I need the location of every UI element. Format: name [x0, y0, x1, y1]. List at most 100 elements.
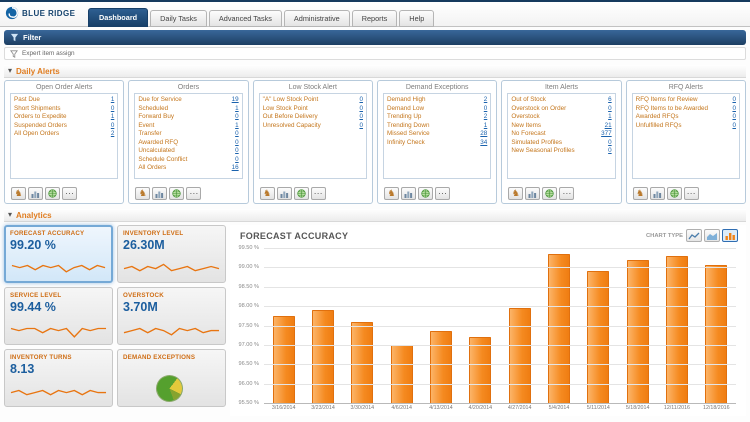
alert-count-link[interactable]: 1	[483, 121, 488, 129]
alert-count-link[interactable]: 0	[235, 147, 239, 154]
panel-button-globe-icon[interactable]	[417, 187, 433, 200]
bar-slot	[618, 248, 657, 403]
chart-type-button-area-chart-icon[interactable]	[704, 229, 720, 242]
panel-button-more-icon[interactable]: ⋯	[434, 187, 450, 200]
panel-button-globe-icon[interactable]	[666, 187, 682, 200]
alert-count-link[interactable]: 0	[483, 104, 488, 112]
panel-button-globe-icon[interactable]	[293, 187, 309, 200]
alert-count-link[interactable]: 1	[110, 113, 115, 120]
alert-count-link[interactable]: 0	[110, 121, 115, 129]
tab-daily-tasks[interactable]: Daily Tasks	[150, 10, 207, 27]
alert-count-link[interactable]: 19	[231, 96, 239, 103]
analysis-chart-icon	[155, 191, 164, 198]
panel-button-more-icon[interactable]: ⋯	[683, 187, 699, 200]
alert-count-link[interactable]: 0	[608, 104, 612, 112]
tab-dashboard[interactable]: Dashboard	[88, 8, 149, 27]
alert-row: Overstock on Order 0	[511, 105, 611, 114]
x-tick-label: 4/13/2014	[429, 405, 453, 411]
panel-button-analysis-chart-icon[interactable]	[400, 187, 416, 200]
alert-label: Out of Stock	[511, 96, 546, 103]
alert-row: Event 1	[138, 122, 238, 131]
alert-count-link[interactable]: 1	[608, 113, 612, 120]
alert-count-link[interactable]: 2	[483, 96, 488, 103]
analytics-header[interactable]: ▾ Analytics	[4, 209, 746, 222]
kpi-tile-service-level[interactable]: SERVICE LEVEL 99.44 %	[4, 287, 113, 345]
alert-count-link[interactable]: 0	[732, 96, 736, 103]
alert-count-link[interactable]: 0	[732, 104, 736, 112]
tab-reports[interactable]: Reports	[351, 10, 398, 27]
alert-count-link[interactable]: 0	[235, 130, 239, 137]
chart-type-button-bar-chart-icon[interactable]	[722, 229, 738, 242]
panel-button-analysis-chart-icon[interactable]	[525, 187, 541, 200]
daily-alerts-header[interactable]: ▾ Daily Alerts	[4, 65, 746, 78]
alert-count-link[interactable]: 1	[235, 104, 239, 112]
alert-count-link[interactable]: 0	[235, 113, 239, 120]
alert-count-link[interactable]: 0	[110, 104, 115, 112]
logo-swirl-icon	[5, 6, 19, 20]
panel-button-analysis-chart-icon[interactable]	[276, 187, 292, 200]
panel-button-globe-icon[interactable]	[45, 187, 60, 200]
alert-count-link[interactable]: 0	[732, 121, 736, 129]
alert-count-link[interactable]: 2	[483, 113, 488, 120]
filter-bar[interactable]: Filter	[4, 30, 746, 45]
chart-type-label: CHART TYPE	[645, 232, 683, 239]
alert-count-link[interactable]: 2	[110, 130, 115, 137]
alert-count-link[interactable]: 0	[235, 138, 239, 146]
alert-count-link[interactable]: 0	[359, 113, 363, 120]
panel-button-globe-icon[interactable]	[542, 187, 558, 200]
alert-label: Suspended Orders	[14, 121, 67, 129]
chart-bar-3-16-2014	[272, 315, 295, 403]
panel-button-analysis-chart-icon[interactable]	[649, 187, 665, 200]
alert-count-link[interactable]: 16	[231, 164, 239, 171]
tab-advanced-tasks[interactable]: Advanced Tasks	[208, 10, 282, 27]
panel-button-more-icon[interactable]: ⋯	[310, 187, 326, 200]
alert-count-link[interactable]: 0	[608, 147, 612, 154]
kpi-tile-inventory-turns[interactable]: INVENTORY TURNS 8.13	[4, 349, 113, 407]
kpi-tile-overstock[interactable]: OVERSTOCK 3.70M	[117, 287, 226, 345]
alert-count-link[interactable]: 0	[235, 155, 239, 163]
panel-button-horse-icon[interactable]: ♞	[632, 187, 648, 200]
alert-count-link[interactable]: 1	[235, 121, 239, 129]
kpi-tile-forecast-accuracy[interactable]: FORECAST ACCURACY 99.20 %	[4, 225, 113, 283]
subfilter-row[interactable]: Expert item assign	[4, 47, 746, 60]
panel-button-more-icon[interactable]: ⋯	[559, 187, 575, 200]
panel-button-analysis-chart-icon[interactable]	[28, 187, 43, 200]
alert-count-link[interactable]: 0	[359, 96, 363, 103]
alert-count-link[interactable]: 377	[601, 130, 612, 137]
panel-button-horse-icon[interactable]: ♞	[135, 187, 151, 200]
alert-count-link[interactable]: 6	[608, 96, 612, 103]
chart-type-button-line-chart-icon[interactable]	[686, 229, 702, 242]
panel-title: RFQ Alerts	[668, 84, 703, 91]
panel-button-horse-icon[interactable]: ♞	[383, 187, 399, 200]
alert-label: Scheduled	[138, 104, 169, 112]
panel-button-horse-icon[interactable]: ♞	[11, 187, 26, 200]
alert-count-link[interactable]: 0	[359, 121, 363, 129]
y-tick-label: 99.50 %	[238, 245, 259, 251]
alert-count-link[interactable]: 0	[608, 138, 612, 146]
alert-count-link[interactable]: 0	[732, 113, 736, 120]
analysis-chart-icon	[528, 191, 537, 198]
alert-count-link[interactable]: 34	[480, 138, 488, 146]
panel-button-horse-icon[interactable]: ♞	[508, 187, 524, 200]
kpi-tile-inventory-level[interactable]: INVENTORY LEVEL 26.30M	[117, 225, 226, 283]
alert-count-link[interactable]: 28	[480, 130, 488, 137]
gridline	[264, 267, 736, 269]
panel-button-globe-icon[interactable]	[169, 187, 185, 200]
alert-count-link[interactable]: 1	[110, 96, 115, 103]
globe-icon	[421, 189, 430, 198]
alert-label: Missed Service	[386, 130, 430, 137]
alert-count-link[interactable]: 0	[359, 104, 363, 112]
kpi-value: 99.44 %	[10, 300, 56, 314]
panel-button-horse-icon[interactable]: ♞	[259, 187, 275, 200]
panel-button-more-icon[interactable]: ⋯	[62, 187, 77, 200]
kpi-tile-demand-exceptions[interactable]: DEMAND EXCEPTIONS	[117, 349, 226, 407]
panel-button-more-icon[interactable]: ⋯	[186, 187, 202, 200]
x-tick-label: 3/23/2014	[311, 405, 335, 411]
tab-administrative[interactable]: Administrative	[283, 10, 350, 27]
alert-count-link[interactable]: 21	[604, 121, 612, 129]
alert-panel-rfq-alerts: RFQ Alerts RFQ Items for Review 0 RFQ Items…	[625, 80, 746, 204]
panel-button-analysis-chart-icon[interactable]	[152, 187, 168, 200]
chart-bar-4-20-2014	[469, 337, 492, 403]
tab-help[interactable]: Help	[399, 10, 435, 27]
alert-list: Demand High 2 Demand Low 0 Trending Up 2 Trend…	[382, 93, 492, 179]
